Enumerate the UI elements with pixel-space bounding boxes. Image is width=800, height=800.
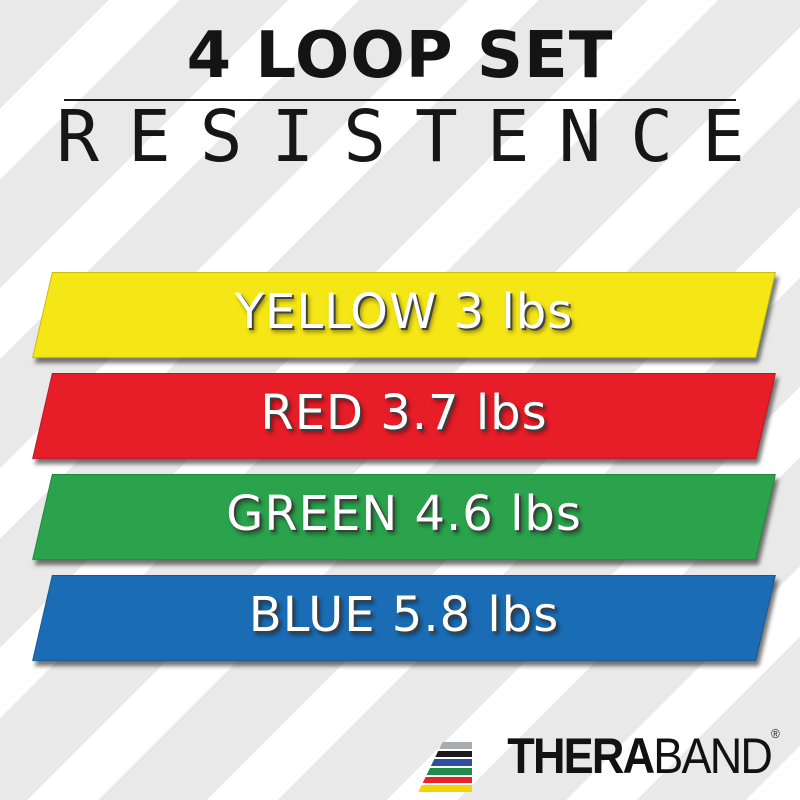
page-title: 4 LOOP SET: [186, 19, 614, 93]
band-blue: BLUE 5.8 lbs: [32, 575, 776, 661]
band-red: RED 3.7 lbs: [32, 373, 776, 459]
logo-stripe-green: [418, 768, 473, 775]
subtitle: RESISTENCE: [56, 95, 774, 178]
brand-wordmark: THERA BAND ®: [507, 727, 780, 784]
logo-stripe-red: [418, 776, 473, 784]
logo-stripe-yellow: [418, 785, 473, 792]
brand-thera: THERA: [507, 728, 656, 784]
band-green-label: GREEN 4.6 lbs: [226, 486, 582, 542]
registered-trademark-icon: ®: [771, 726, 780, 741]
band-red-label: RED 3.7 lbs: [260, 385, 548, 441]
title-divider: [64, 99, 736, 101]
logo-stripe-silver: [418, 742, 473, 749]
logo-stripe-black: [418, 750, 473, 758]
band-blue-label: BLUE 5.8 lbs: [248, 587, 560, 643]
theraband-logo: THERA BAND ®: [418, 727, 780, 792]
band-yellow-label: YELLOW 3 lbs: [234, 284, 574, 340]
logo-stripe-blue: [418, 759, 473, 767]
brand-band: BAND: [653, 728, 774, 784]
band-green: GREEN 4.6 lbs: [32, 474, 776, 560]
band-yellow: YELLOW 3 lbs: [32, 272, 776, 358]
theraband-stripes-icon: [418, 742, 473, 792]
